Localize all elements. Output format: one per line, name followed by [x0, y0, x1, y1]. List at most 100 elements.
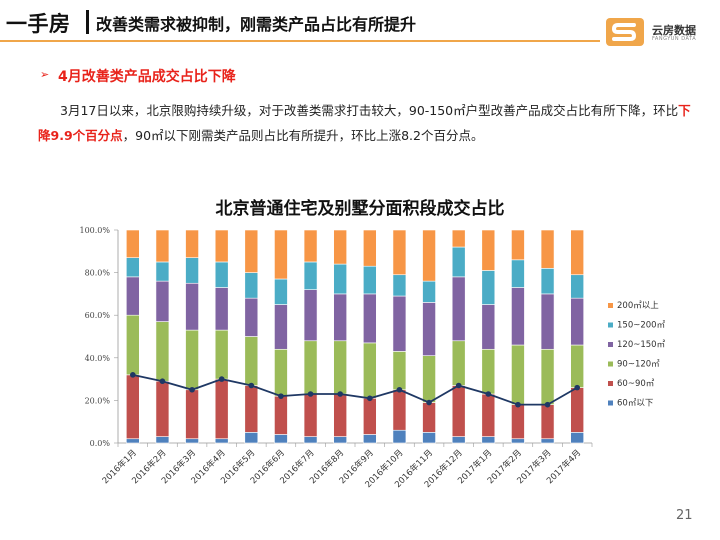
- bar-segment: [363, 342, 377, 399]
- bar-segment: [540, 293, 555, 350]
- legend-swatch: [608, 303, 613, 308]
- legend-label: 60~90㎡: [617, 379, 655, 389]
- bar-segment: [511, 287, 525, 346]
- slide-header: 一手房 改善类需求被抑制，刚需类产品占比有所提升: [0, 0, 720, 56]
- bar-segment: [214, 261, 229, 288]
- bar-segment: [185, 257, 199, 284]
- header-underline: [0, 40, 600, 42]
- bar-segment: [333, 293, 347, 342]
- bar-segment: [451, 340, 466, 386]
- bar-segment: [570, 297, 584, 346]
- bar-segment: [481, 229, 496, 271]
- bar-segment: [244, 336, 259, 386]
- legend-swatch: [608, 322, 613, 328]
- bar-segment: [422, 402, 436, 433]
- bullet-arrow-icon: ➢: [40, 68, 50, 81]
- bar-segment: [126, 438, 140, 444]
- logo-subtext: FANGYUN DATA: [652, 36, 697, 42]
- bar-segment: [274, 229, 288, 280]
- bar-segment: [392, 295, 407, 352]
- legend-label: 60㎡以下: [617, 399, 654, 409]
- header-title: 一手房: [6, 12, 71, 36]
- bar-segment: [481, 304, 496, 350]
- bar-segment: [214, 229, 229, 263]
- bar-segment: [363, 397, 377, 435]
- bar-segment: [392, 351, 407, 391]
- company-logo: 云房数据 FANGYUN DATA: [604, 14, 714, 50]
- legend-swatch: [608, 400, 613, 406]
- bar-segment: [422, 432, 436, 444]
- logo-text: 云房数据: [652, 24, 696, 37]
- bar-segment: [333, 263, 347, 295]
- logo-mark-icon: [606, 18, 644, 46]
- line-point: [515, 401, 521, 408]
- bar-segment: [422, 229, 436, 282]
- bar-segment: [244, 432, 259, 444]
- bar-segment: [155, 280, 170, 322]
- legend-label: 150~200㎡: [617, 321, 666, 331]
- line-point: [189, 386, 195, 393]
- line-point: [485, 391, 492, 397]
- line-point: [278, 393, 284, 399]
- bar-segment: [540, 404, 555, 440]
- bar-segment: [540, 438, 555, 444]
- bar-segment: [303, 436, 318, 444]
- bar-segment: [185, 389, 199, 440]
- y-tick-label: 20.0%: [85, 396, 111, 405]
- bar-segment: [511, 344, 525, 405]
- bar-segment: [392, 389, 407, 431]
- bar-segment: [570, 344, 584, 388]
- bar-segment: [155, 229, 170, 263]
- y-tick-label: 100.0%: [79, 226, 110, 235]
- bar-segment: [481, 270, 496, 305]
- legend-swatch: [608, 381, 613, 386]
- bar-segment: [155, 436, 170, 444]
- bar-segment: [570, 387, 584, 433]
- line-point: [159, 378, 166, 385]
- line-point: [130, 372, 136, 378]
- bar-segment: [244, 229, 259, 273]
- bar-segment: [126, 229, 140, 258]
- bar-segment: [185, 438, 199, 444]
- bar-segment: [392, 229, 407, 276]
- bar-segment: [126, 314, 140, 376]
- bar-segment: [451, 246, 466, 278]
- line-point: [307, 391, 314, 397]
- line-point: [337, 391, 343, 397]
- bar-segment: [540, 229, 555, 269]
- chart-title: 北京普通住宅及别墅分面积段成交占比: [215, 199, 505, 219]
- bar-segment: [155, 380, 170, 437]
- y-tick-label: 80.0%: [85, 269, 111, 278]
- bar-segment: [451, 276, 466, 342]
- bar-segment: [274, 304, 288, 350]
- bar-segment: [570, 274, 584, 299]
- bar-segment: [303, 289, 318, 342]
- bar-segment: [333, 393, 347, 437]
- bar-segment: [511, 259, 525, 288]
- bar-segment: [333, 436, 347, 444]
- paragraph-text-1: 3月17日以来，北京限购持续升级，对于改善类需求打击较大，90-150㎡户型改善…: [60, 103, 679, 118]
- bar-segment: [155, 261, 170, 282]
- paragraph-text-2: ，90㎡以下刚需类产品则占比有所提升，环比上涨8.2个百分点。: [122, 128, 484, 143]
- bar-segment: [244, 297, 259, 337]
- line-point: [574, 384, 580, 391]
- line-point: [218, 376, 225, 382]
- bar-segment: [274, 395, 288, 435]
- bar-segment: [511, 404, 525, 440]
- bar-segment: [214, 378, 229, 440]
- y-tick-label: 0.0%: [90, 439, 111, 448]
- line-point: [455, 382, 462, 389]
- bar-segment: [511, 438, 525, 444]
- bar-segment: [570, 229, 584, 276]
- summary-paragraph: 3月17日以来，北京限购持续升级，对于改善类需求打击较大，90-150㎡户型改善…: [38, 98, 698, 148]
- bar-segment: [451, 436, 466, 444]
- line-point: [248, 382, 255, 389]
- legend-swatch: [608, 361, 613, 367]
- bar-segment: [333, 340, 347, 395]
- line-point: [396, 386, 403, 393]
- bar-segment: [570, 432, 584, 444]
- bar-segment: [422, 302, 436, 356]
- bar-segment: [303, 261, 318, 290]
- bar-segment: [333, 229, 347, 265]
- bar-segment: [481, 348, 496, 395]
